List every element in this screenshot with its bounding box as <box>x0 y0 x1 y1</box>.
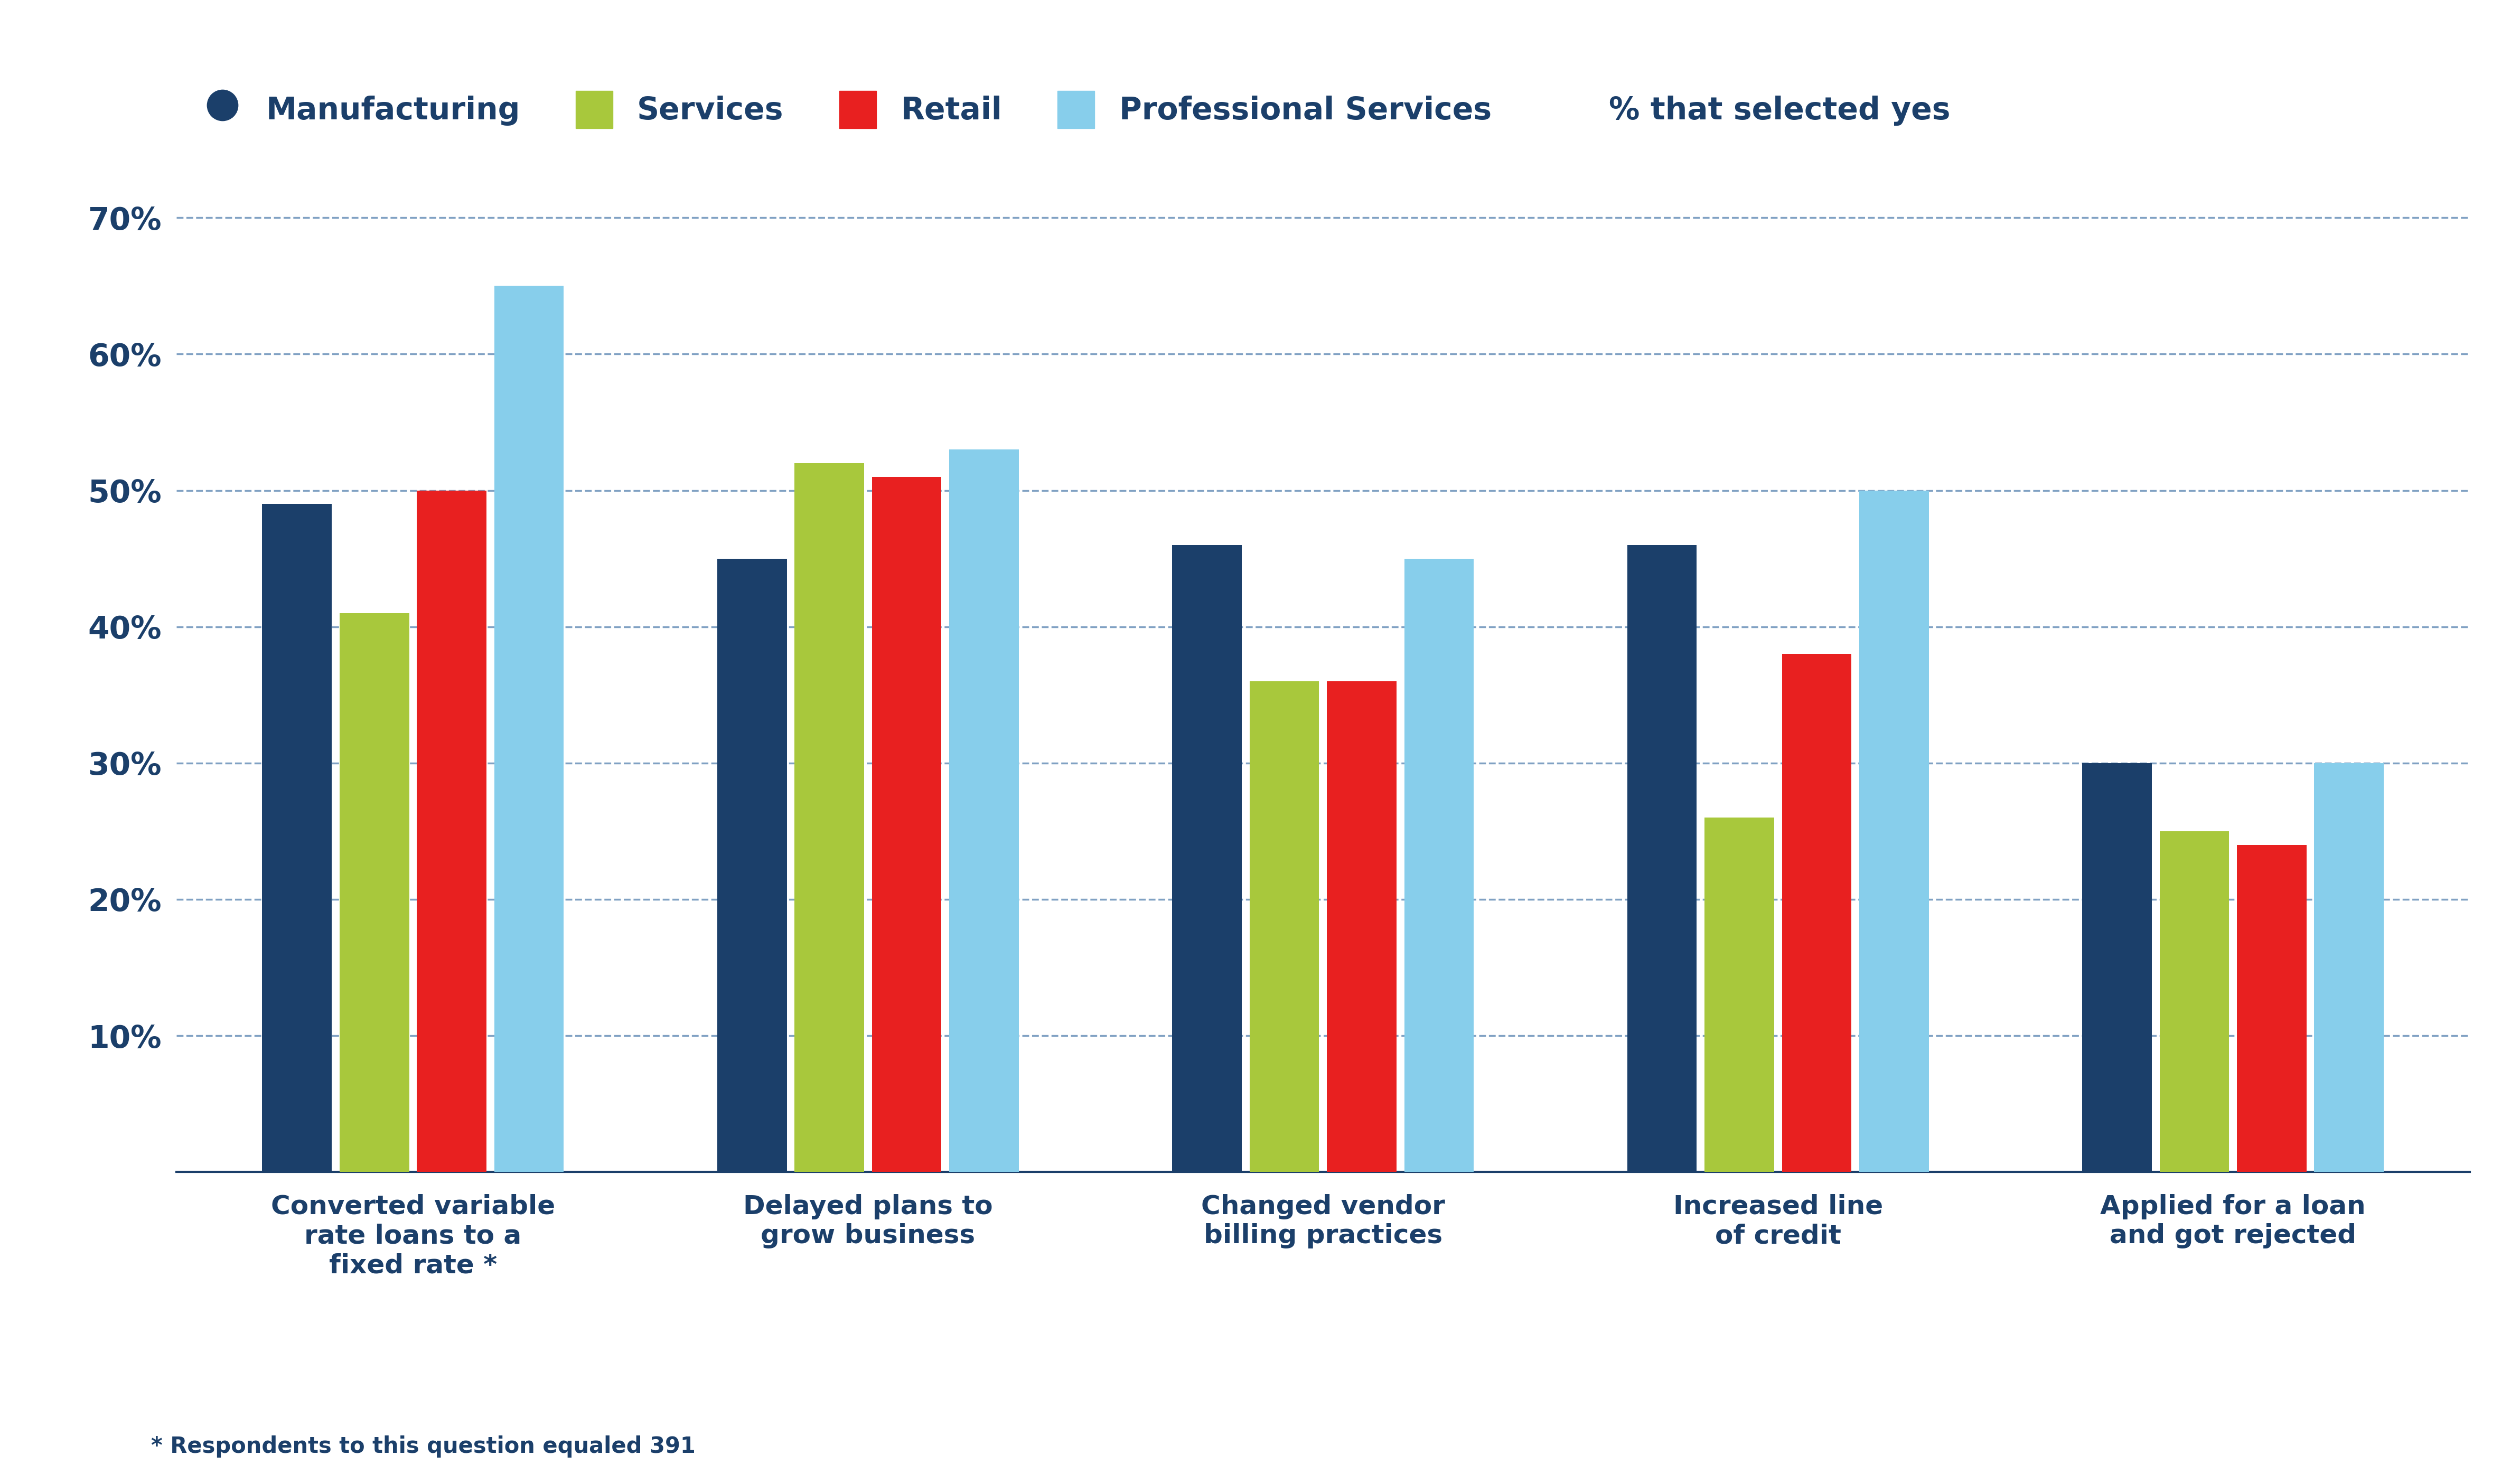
Bar <box>2313 763 2384 1172</box>
Text: * Respondents to this question equaled 391: * Respondents to this question equaled 3… <box>151 1436 696 1458</box>
Bar <box>1404 558 1474 1172</box>
Bar <box>950 450 1018 1172</box>
Bar <box>2160 831 2230 1172</box>
Bar <box>494 286 564 1172</box>
Legend: Manufacturing, Services, Retail, Professional Services, % that selected yes: Manufacturing, Services, Retail, Profess… <box>192 78 1963 141</box>
Bar <box>1782 653 1852 1172</box>
Bar <box>1704 817 1774 1172</box>
Bar <box>794 463 864 1172</box>
Bar <box>1628 545 1696 1172</box>
Bar <box>1328 681 1396 1172</box>
Bar <box>416 491 486 1172</box>
Bar <box>872 476 942 1172</box>
Bar <box>1172 545 1242 1172</box>
Bar <box>2082 763 2152 1172</box>
Bar <box>1250 681 1318 1172</box>
Bar <box>1860 491 1928 1172</box>
Bar <box>2238 845 2306 1172</box>
Bar <box>340 612 408 1172</box>
Bar <box>262 504 333 1172</box>
Bar <box>718 558 786 1172</box>
